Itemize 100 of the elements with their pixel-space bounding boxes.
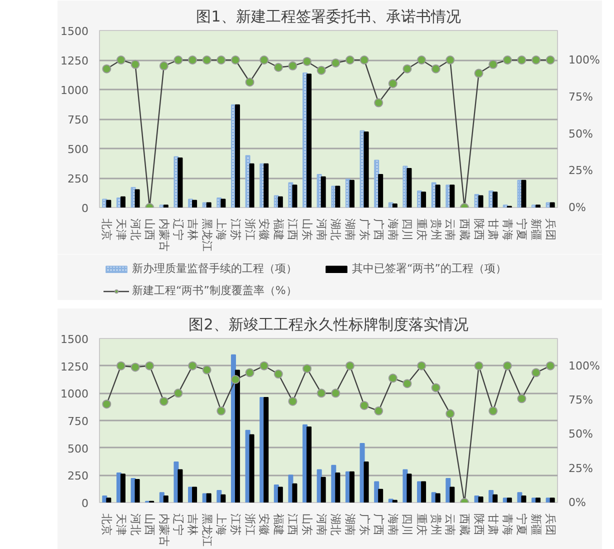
bar xyxy=(536,204,541,208)
x-tick-label: 浙江 xyxy=(243,218,256,240)
y-tick-label: 750 xyxy=(68,415,89,428)
bar xyxy=(435,493,440,502)
point xyxy=(274,62,283,72)
x-tick-label: 黑龙江 xyxy=(200,218,214,252)
x-tick-label: 广东 xyxy=(358,218,371,240)
point xyxy=(345,56,354,64)
y-tick-label: 500 xyxy=(68,442,89,456)
x-tick-label: 湖北 xyxy=(329,218,342,240)
point xyxy=(502,56,512,64)
x-tick-label: 天津 xyxy=(114,514,128,536)
x-tick-label: 重庆 xyxy=(415,514,428,536)
point xyxy=(532,56,541,64)
y-tick-label: 250 xyxy=(68,470,89,483)
bar xyxy=(521,495,526,502)
x-tick-label: 西藏 xyxy=(458,218,471,240)
point xyxy=(431,383,440,392)
x-tick-label: 内蒙古 xyxy=(157,218,170,252)
bar xyxy=(492,494,498,502)
point xyxy=(260,361,269,370)
y-tick-label: 1500 xyxy=(60,333,89,346)
y2-tick-label: 25% xyxy=(568,462,593,475)
point xyxy=(245,78,254,87)
y2-tick-label: 50% xyxy=(568,127,593,140)
bar xyxy=(550,498,555,502)
point xyxy=(488,60,498,69)
y2-tick-label: 75% xyxy=(568,394,593,406)
bar xyxy=(349,180,354,208)
bar xyxy=(388,498,394,502)
x-tick-label: 海南 xyxy=(386,514,400,536)
bar xyxy=(406,474,412,502)
x-tick-label: 湖南 xyxy=(343,218,356,240)
bar xyxy=(364,131,369,208)
y-tick-label: 500 xyxy=(68,143,89,156)
bar xyxy=(306,74,312,208)
bar xyxy=(320,476,326,502)
bar xyxy=(249,434,254,502)
point xyxy=(417,56,426,64)
point xyxy=(360,400,369,410)
x-tick-label: 福建 xyxy=(272,218,285,240)
bar xyxy=(478,496,484,502)
x-tick-label: 辽宁 xyxy=(172,218,185,240)
point xyxy=(302,364,312,374)
point xyxy=(116,56,126,64)
x-tick-label: 山西 xyxy=(143,218,156,240)
x-tick-label: 宁夏 xyxy=(515,218,528,240)
x-tick-label: 黑龙江 xyxy=(200,514,214,546)
legend-label: 新办理质量监督手续的工程（项） xyxy=(132,261,297,276)
x-tick-label: 安徽 xyxy=(258,514,271,536)
x-tick-label: 吉林 xyxy=(186,218,200,240)
x-tick-label: 北京 xyxy=(100,218,114,240)
x-tick-label: 甘肃 xyxy=(486,218,500,240)
point xyxy=(388,79,398,88)
x-tick-label: 贵州 xyxy=(429,218,442,240)
bar xyxy=(264,397,269,502)
point xyxy=(331,388,340,398)
point xyxy=(331,58,340,68)
point xyxy=(474,361,484,370)
bar xyxy=(264,163,269,208)
y2-tick-label: 0% xyxy=(568,201,586,214)
legend-label: 其中已签署“两书”的工程（项） xyxy=(352,261,506,276)
bar xyxy=(306,426,312,502)
chart-title: 图1、新建工程签署委托书、承诺书情况 xyxy=(196,8,461,26)
x-tick-label: 江苏 xyxy=(228,218,242,240)
chart-title: 图2、新竣工工程永久性标牌制度落实情况 xyxy=(188,316,468,334)
bar xyxy=(134,189,140,208)
y-tick-label: 1000 xyxy=(60,388,89,401)
x-tick-label: 河南 xyxy=(314,514,328,536)
bar xyxy=(492,192,498,208)
y-tick-label: 1250 xyxy=(60,360,89,374)
bar xyxy=(378,174,384,208)
point xyxy=(402,64,412,74)
point xyxy=(174,388,183,398)
bar xyxy=(192,200,198,208)
x-tick-label: 湖南 xyxy=(343,514,356,536)
bar xyxy=(178,469,183,502)
bar xyxy=(450,486,455,502)
bar xyxy=(249,163,254,208)
point xyxy=(316,388,326,398)
x-tick-label: 广西 xyxy=(372,218,386,240)
x-tick-label: 云南 xyxy=(444,514,457,536)
point xyxy=(402,379,412,388)
x-tick-label: 江西 xyxy=(286,218,300,240)
x-tick-label: 陕西 xyxy=(472,218,486,240)
point xyxy=(188,56,198,64)
point xyxy=(145,361,154,370)
x-tick-label: 河北 xyxy=(128,514,142,536)
x-tick-label: 山东 xyxy=(300,218,314,240)
x-tick-label: 山西 xyxy=(143,514,156,536)
point xyxy=(274,370,283,379)
x-tick-label: 吉林 xyxy=(186,514,200,536)
x-tick-label: 安徽 xyxy=(258,218,271,240)
x-tick-label: 重庆 xyxy=(415,218,428,240)
bar xyxy=(378,488,384,502)
bar xyxy=(134,479,140,502)
point xyxy=(202,56,212,64)
bar xyxy=(421,192,426,208)
point xyxy=(388,374,398,383)
bar xyxy=(206,493,212,502)
